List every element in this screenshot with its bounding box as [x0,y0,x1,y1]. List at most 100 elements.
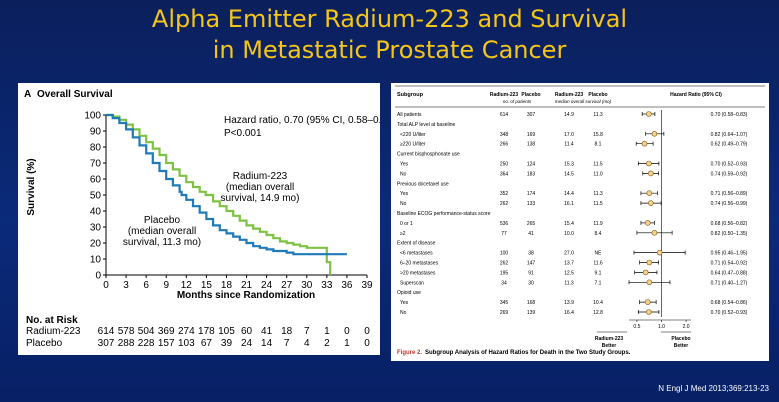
kaplan-meier-panel: A Overall Survival Hazard ratio, 0.70 (9… [18,83,380,355]
hazard-ratio-point [651,230,658,236]
placebo-annotation-line: (median overall [128,226,196,237]
at-risk-value: 39 [221,338,233,349]
n-radium-value: 348 [500,132,509,138]
median-radium-value: 17.0 [564,132,574,138]
y-tick-label: 30 [90,223,102,234]
n-radium-value: 266 [500,142,509,148]
at-risk-value: 178 [198,326,215,337]
y-tick-label: 40 [90,207,102,218]
median-placebo-value: 10.4 [593,300,603,306]
header-n-placebo: Placebo [521,92,540,98]
figure-caption-text: Subgroup Analysis of Hazard Ratios for D… [425,350,631,356]
at-risk-value: 41 [261,326,273,337]
at-risk-value: 1 [344,338,350,349]
at-risk-value: 157 [158,338,175,349]
subgroup-label: 6–20 metastases [400,261,439,267]
hazard-ratio-point [648,200,654,206]
at-risk-value: 578 [118,326,135,337]
hazard-ratio-point [645,220,651,226]
x-tick-label: 9 [163,280,169,291]
subgroup-label: ≥220 U/liter [400,142,426,148]
n-placebo-value: 265 [527,221,536,227]
hazard-ratio-point [645,299,651,305]
n-radium-value: 364 [500,171,509,177]
at-risk-value: 0 [344,326,350,337]
hazard-ratio-value: 0.68 (0.56–0.82) [711,221,748,227]
median-radium-value: 15.3 [564,162,574,168]
median-placebo-value: 9.1 [595,270,602,276]
placebo-curve [106,113,347,256]
placebo-better-label: Placebo [671,336,690,342]
hazard-ratio-value: 0.62 (0.49–0.79) [711,142,748,148]
subgroup-label: <6 metastases [400,251,433,257]
subgroup-label: All patients [397,112,422,118]
median-placebo-value: 12.8 [593,310,603,316]
x-tick-label: 6 [143,280,149,291]
n-placebo-value: 133 [527,201,536,207]
n-placebo-value: 138 [527,142,536,148]
median-radium-value: 13.7 [564,261,574,267]
hazard-ratio-point [646,279,653,286]
subgroup-heading: Current bisphosphonate use [397,152,460,158]
header-n-radium: Radium-223 [490,92,519,98]
slide-title: Alpha Emitter Radium-223 and Survival in… [0,4,779,66]
at-risk-value: 228 [138,338,155,349]
at-risk-value: 0 [364,326,370,337]
subgroup-label: No [400,201,407,207]
y-axis-label: Survival (%) [26,158,37,215]
n-radium-value: 262 [500,201,509,207]
hazard-ratio-value: 0.70 (0.52–0.93) [711,162,748,168]
median-placebo-value: 15.8 [593,132,603,138]
radium-better-label: Radium-223 [595,336,624,342]
hazard-ratio-value: 0.82 (0.50–1.35) [711,231,748,237]
median-radium-value: 16.1 [564,201,574,207]
y-tick-label: 10 [90,255,102,266]
n-radium-value: 614 [500,112,509,118]
y-tick-label: 60 [90,175,102,186]
subgroup-heading: Total ALP level at baseline [397,122,456,128]
radium-annotation-line: survival, 14.9 mo) [221,193,300,204]
panel-label: A [24,89,31,100]
n-radium-value: 352 [500,191,509,197]
radium-better-label: Better [602,343,617,349]
x-tick-label: 21 [241,280,253,291]
n-placebo-value: 169 [527,132,536,138]
subgroup-heading: Previous docetaxel use [397,181,449,187]
subgroup-label: >20 metastases [400,270,436,276]
radium-annotation-line: (median overall [226,182,294,193]
median-radium-value: 14.4 [564,191,574,197]
at-risk-value: 504 [138,326,155,337]
hazard-ratio-point [656,249,663,256]
hazard-ratio-point [642,269,649,276]
n-placebo-value: 147 [527,261,536,267]
median-radium-value: 11.3 [564,280,574,286]
subgroup-label: No [400,171,407,177]
at-risk-value: 60 [241,326,253,337]
x-tick-label: 27 [281,280,293,291]
median-radium-value: 14.9 [564,112,574,118]
y-tick-label: 90 [90,127,102,138]
hazard-ratio-value: 0.71 (0.40–1.27) [711,280,748,286]
x-tick-label: 36 [341,280,353,291]
y-tick-label: 70 [90,159,102,170]
at-risk-row-label: Placebo [26,338,63,349]
x-tick-label: 15 [201,280,213,291]
forest-x-tick-label: 2.0 [683,324,690,330]
hazard-ratio-text: Hazard ratio, 0.70 (95% CI, 0.58–0.83) [224,115,380,126]
x-tick-label: 18 [221,280,233,291]
at-risk-value: 14 [261,338,273,349]
citation: N Engl J Med 2013;369:213-23 [658,384,769,393]
x-tick-label: 0 [103,280,109,291]
header-n-subtitle: no. of patients [503,99,532,104]
at-risk-value: 24 [241,338,253,349]
n-placebo-value: 183 [527,171,536,177]
x-tick-label: 39 [361,280,373,291]
radium-223-curve [106,113,332,275]
subgroup-label: <220 U/liter [400,132,426,138]
header-subgroup: Subgroup [397,92,424,98]
hazard-ratio-value: 0.74 (0.56–0.99) [711,201,748,207]
hazard-ratio-value: 0.64 (0.47–0.88) [711,270,748,276]
